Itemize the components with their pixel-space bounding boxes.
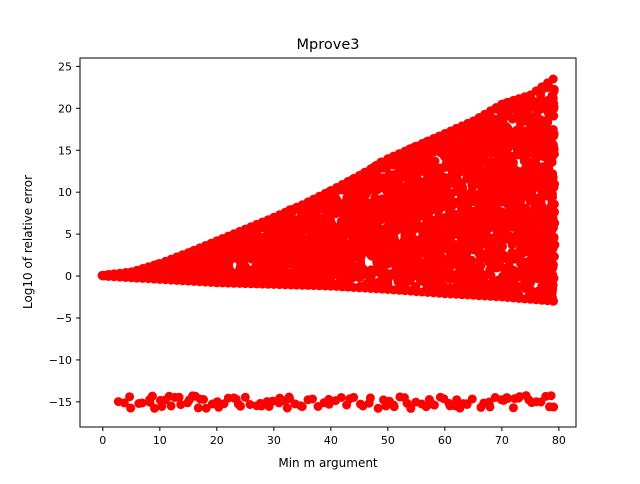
data-point bbox=[302, 224, 311, 234]
y-axis: −15 −10 −5 0 5 10 15 20 25 bbox=[49, 60, 80, 409]
data-point bbox=[365, 272, 374, 282]
data-point bbox=[478, 156, 488, 166]
x-tick-label: 40 bbox=[324, 434, 338, 447]
data-point bbox=[548, 250, 557, 260]
data-point bbox=[444, 264, 454, 274]
data-point bbox=[546, 391, 556, 401]
data-point bbox=[450, 174, 460, 184]
data-point bbox=[548, 296, 558, 306]
data-point bbox=[485, 402, 495, 412]
y-axis-label: Log10 of relative error bbox=[21, 175, 35, 309]
x-axis-label: Min m argument bbox=[278, 456, 378, 470]
data-point bbox=[364, 398, 374, 408]
data-point bbox=[188, 391, 197, 401]
data-point bbox=[342, 400, 352, 410]
data-point bbox=[549, 199, 559, 209]
data-point bbox=[444, 273, 454, 283]
data-point bbox=[548, 242, 558, 252]
data-point bbox=[410, 216, 420, 226]
data-point bbox=[199, 395, 208, 404]
x-tick-label: 80 bbox=[552, 434, 566, 447]
data-point bbox=[125, 392, 135, 402]
data-point bbox=[490, 119, 500, 129]
data-point bbox=[308, 394, 317, 404]
data-point bbox=[236, 401, 245, 411]
y-tick-label: −10 bbox=[49, 354, 72, 367]
data-point bbox=[373, 403, 383, 413]
x-tick-label: 30 bbox=[267, 434, 281, 447]
data-point bbox=[547, 225, 557, 235]
data-point bbox=[126, 403, 136, 413]
data-point bbox=[389, 402, 399, 412]
data-point bbox=[467, 163, 477, 173]
data-point bbox=[548, 140, 558, 150]
data-points bbox=[97, 74, 560, 413]
x-tick-label: 0 bbox=[99, 434, 106, 447]
data-point bbox=[450, 209, 460, 219]
data-point bbox=[166, 401, 176, 411]
data-point bbox=[549, 111, 559, 121]
data-point bbox=[548, 173, 558, 182]
x-tick-label: 10 bbox=[153, 434, 167, 447]
data-point bbox=[224, 262, 233, 272]
x-axis: 0 10 20 30 40 50 60 70 80 bbox=[99, 427, 566, 447]
data-point bbox=[349, 392, 359, 402]
y-tick-label: −15 bbox=[49, 396, 72, 409]
data-point bbox=[227, 241, 237, 251]
y-tick-label: −5 bbox=[56, 312, 72, 325]
data-point bbox=[313, 212, 323, 222]
data-point bbox=[549, 233, 559, 243]
data-point bbox=[547, 263, 557, 273]
x-tick-label: 70 bbox=[495, 434, 509, 447]
y-tick-label: 20 bbox=[58, 102, 72, 115]
data-point bbox=[147, 391, 157, 401]
data-point bbox=[547, 288, 557, 298]
data-point bbox=[336, 264, 346, 274]
data-point bbox=[404, 244, 414, 254]
y-tick-label: 10 bbox=[58, 186, 72, 199]
data-point bbox=[467, 255, 477, 265]
y-tick-label: 5 bbox=[65, 228, 72, 241]
data-point bbox=[381, 401, 391, 411]
x-tick-label: 60 bbox=[438, 434, 452, 447]
data-point bbox=[549, 402, 559, 412]
data-point bbox=[429, 400, 439, 410]
data-point bbox=[193, 403, 203, 413]
data-point bbox=[548, 74, 558, 84]
data-point bbox=[548, 214, 558, 224]
y-tick-label: 25 bbox=[58, 60, 72, 73]
data-point bbox=[282, 403, 292, 413]
data-point bbox=[508, 403, 518, 413]
data-point bbox=[549, 129, 559, 139]
y-tick-label: 15 bbox=[58, 144, 72, 157]
data-point bbox=[336, 393, 346, 402]
chart-title: Mprove3 bbox=[297, 37, 360, 53]
x-tick-label: 50 bbox=[381, 434, 395, 447]
x-tick-label: 20 bbox=[210, 434, 224, 447]
data-point bbox=[502, 122, 512, 132]
data-point bbox=[170, 392, 180, 402]
data-point bbox=[347, 249, 357, 259]
data-point bbox=[548, 93, 558, 103]
data-point bbox=[296, 401, 306, 411]
data-point bbox=[331, 243, 341, 253]
y-tick-label: 0 bbox=[65, 270, 72, 283]
data-point bbox=[467, 394, 477, 404]
data-point bbox=[547, 157, 557, 167]
